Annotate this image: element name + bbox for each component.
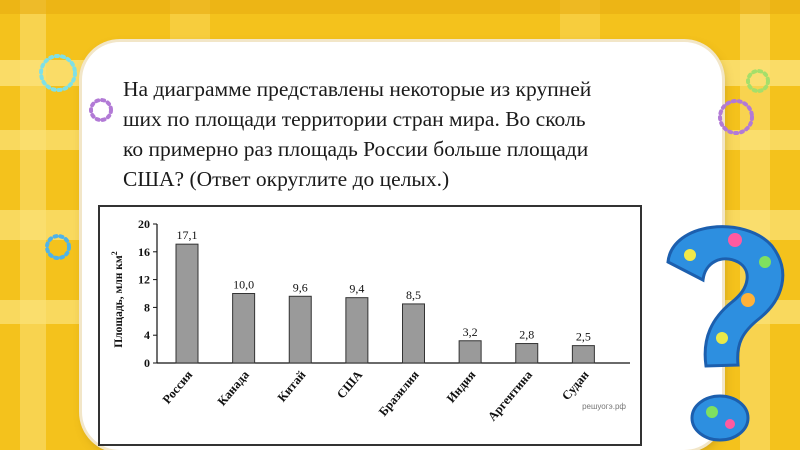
category-label: Индия xyxy=(444,368,479,406)
category-label: Россия xyxy=(160,368,196,407)
y-tick-label: 4 xyxy=(144,328,150,342)
bar-value-label: 2,5 xyxy=(576,330,591,344)
y-tick-label: 20 xyxy=(138,217,150,231)
category-label: Судан xyxy=(559,368,592,403)
bar xyxy=(175,243,199,364)
bar-value-label: 10,0 xyxy=(233,278,254,292)
question-line: ко примерно раз площадь России больше пл… xyxy=(123,137,589,161)
category-label: Китай xyxy=(275,368,309,405)
bar-value-label: 9,6 xyxy=(293,280,308,294)
bar-value-label: 3,2 xyxy=(463,325,478,339)
bar xyxy=(345,297,369,364)
y-axis-label-superscript: 2 xyxy=(110,251,119,255)
bar xyxy=(458,340,482,364)
bar-value-label: 17,1 xyxy=(177,228,198,242)
y-axis-label: Площадь, млн км2 xyxy=(110,251,125,348)
watermark: решуогэ.рф xyxy=(582,402,626,411)
question-line: США? (Ответ округлите до целых.) xyxy=(123,167,450,191)
question-text: На диаграмме представлены некоторые из к… xyxy=(123,74,723,194)
y-tick-label: 12 xyxy=(138,273,150,287)
bar-value-label: 9,4 xyxy=(349,282,364,296)
bar xyxy=(571,345,595,364)
bar xyxy=(515,343,539,364)
bar xyxy=(288,295,312,364)
question-line: ших по площади территории стран мира. Во… xyxy=(123,107,586,131)
bar-value-label: 2,8 xyxy=(519,328,534,342)
category-label: Аргентина xyxy=(485,367,535,423)
bar-chart-svg: 0 4 8 12 16 20 Площадь, млн км2 17,1 Россия 10,0 К… xyxy=(110,217,630,424)
bar-chart: 0 4 8 12 16 20 Площадь, млн км2 17,1 Россия 10,0 К… xyxy=(98,205,642,446)
bar-value-label: 8,5 xyxy=(406,288,421,302)
y-tick-label: 0 xyxy=(144,356,150,370)
y-tick-label: 16 xyxy=(138,245,150,259)
question-line: На диаграмме представлены некоторые из к… xyxy=(123,77,592,101)
category-label: Бразилия xyxy=(376,368,422,419)
category-label: Канада xyxy=(215,367,253,408)
y-tick-label: 8 xyxy=(144,300,150,314)
category-label: США xyxy=(334,368,365,401)
bar xyxy=(402,303,425,364)
bar xyxy=(232,293,256,364)
